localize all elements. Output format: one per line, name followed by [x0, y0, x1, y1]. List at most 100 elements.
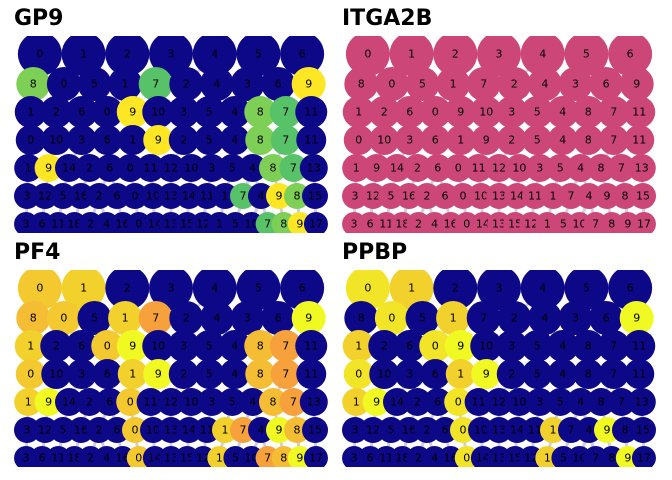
cluster-label: 17 [309, 452, 323, 465]
cluster-label: 8 [608, 218, 615, 231]
cluster-label: 4 [103, 452, 110, 465]
cluster-label: 12 [38, 190, 52, 203]
cluster-label: 6 [299, 48, 306, 61]
cluster-node [269, 330, 302, 362]
cluster-label: 18 [395, 218, 409, 231]
cluster-node [477, 270, 521, 310]
cluster-node [436, 301, 471, 335]
cluster-node [505, 154, 534, 182]
cluster-label: 11 [632, 368, 646, 381]
node-layer: 0 1 2 3 4 5 68 0 5 1 7 2 4 3 6 91 2 6 0 9 10 3 5 4 8 7 110 10 3 6 1 9 2 5… [14, 36, 328, 233]
cluster-label: 4 [231, 106, 238, 119]
cluster-node [403, 388, 432, 416]
node-layer: 0 1 2 3 4 5 68 0 5 1 7 2 4 3 6 91 2 6 0 9 10 3 5 4 8 7 110 10 3 6 1 9 2 5… [14, 270, 328, 467]
cluster-node [14, 330, 47, 362]
cluster-label: 3 [496, 48, 503, 61]
cluster-label: 10 [479, 340, 493, 353]
cluster-node [525, 154, 554, 182]
cluster-node [342, 183, 368, 209]
cluster-label: 9 [633, 312, 640, 325]
cluster-node [558, 417, 584, 443]
cluster-label: 1 [80, 282, 87, 295]
cluster-node [368, 96, 401, 128]
cluster-node [342, 154, 371, 182]
cluster-label: 5 [60, 424, 67, 437]
cluster-node [497, 301, 532, 335]
cluster-label: 0 [27, 134, 34, 147]
cluster-node [624, 125, 655, 155]
cluster-label: 4 [431, 452, 438, 465]
cluster-node [468, 417, 494, 443]
cluster-node [566, 388, 595, 416]
cluster-label: 9 [483, 368, 490, 381]
cluster-label: 6 [627, 282, 634, 295]
cluster-node [295, 330, 328, 362]
cluster-label: 13 [492, 424, 506, 437]
cluster-node [149, 270, 193, 310]
cluster-node [66, 359, 97, 389]
cluster-label: 10 [479, 106, 493, 119]
cluster-node [477, 36, 521, 76]
cluster-node [50, 417, 76, 443]
cluster-node [143, 125, 174, 155]
cluster-label: 10 [474, 424, 488, 437]
cluster-node [369, 125, 400, 155]
cluster-node [608, 270, 653, 310]
cluster-label: 1 [122, 78, 129, 91]
cluster-node [32, 417, 58, 443]
cluster-label: 15 [308, 424, 322, 437]
cluster-label: 4 [539, 282, 546, 295]
cluster-label: 5 [534, 106, 541, 119]
cluster-label: 6 [275, 78, 282, 91]
cluster-label: 3 [168, 282, 175, 295]
cluster-label: 11 [472, 396, 486, 409]
cluster-label: 15 [636, 190, 650, 203]
cluster-node [486, 417, 512, 443]
cluster-node [436, 67, 471, 101]
cluster-node [497, 67, 532, 101]
cluster-node [158, 417, 184, 443]
cluster-label: 8 [270, 162, 277, 175]
cluster-node [136, 388, 165, 416]
cluster-node [546, 154, 575, 182]
cluster-label: 4 [211, 48, 218, 61]
cluster-label: 0 [132, 424, 139, 437]
cluster-label: 8 [585, 134, 592, 147]
cluster-node [587, 388, 615, 416]
cluster-label: 0 [135, 218, 142, 231]
cluster-label: 10 [151, 106, 165, 119]
cluster-label: 1 [550, 190, 557, 203]
cluster-node [485, 154, 513, 182]
cluster-label: 13 [635, 396, 649, 409]
cluster-node [176, 417, 202, 443]
cluster-node [218, 330, 251, 362]
cluster-label: 2 [452, 282, 459, 295]
cluster-label: 5 [388, 424, 395, 437]
cluster-label: 13 [164, 218, 178, 231]
cluster-label: 3 [244, 78, 251, 91]
cluster-label: 9 [45, 396, 52, 409]
cluster-label: 16 [444, 452, 458, 465]
cluster-label: 0 [463, 452, 470, 465]
cluster-label: 4 [103, 218, 110, 231]
cluster-label: 16 [74, 190, 88, 203]
cluster-label: 6 [406, 340, 413, 353]
cluster-label: 5 [91, 78, 98, 91]
cluster-node [362, 388, 391, 416]
cluster-node [138, 67, 173, 101]
panel-title-itga2b: ITGA2B [342, 6, 433, 31]
cluster-node [466, 301, 501, 335]
cluster-node [266, 183, 292, 209]
cluster-node [248, 417, 274, 443]
cluster-label: 7 [568, 190, 575, 203]
cluster-label: 8 [280, 452, 287, 465]
cluster-label: 8 [585, 340, 592, 353]
cluster-label: 10 [573, 452, 587, 465]
cluster-label: 1 [457, 134, 464, 147]
cluster-node [383, 154, 411, 182]
cluster-node [104, 183, 130, 209]
cluster-label: 11 [304, 368, 318, 381]
cluster-label: 8 [294, 190, 301, 203]
cluster-label: 1 [222, 190, 229, 203]
cluster-label: 3 [23, 452, 30, 465]
